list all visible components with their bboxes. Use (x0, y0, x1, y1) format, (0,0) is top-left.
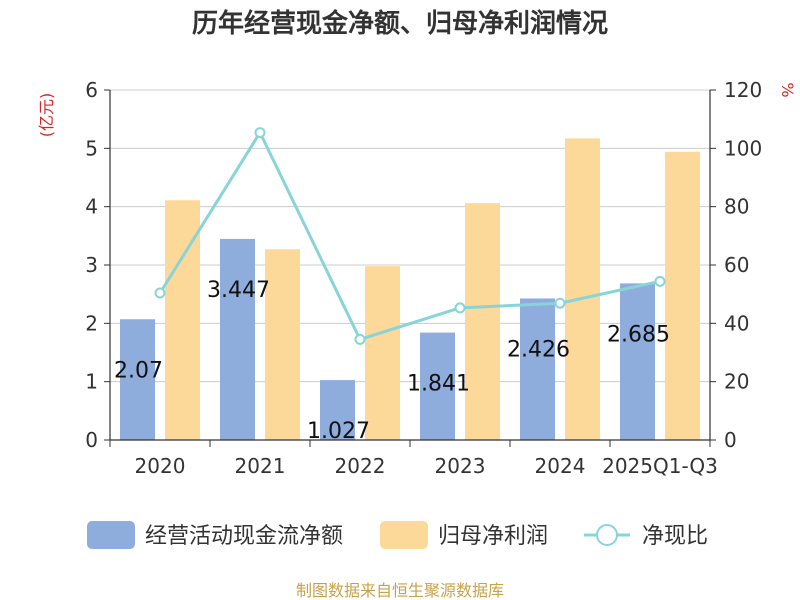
right-axis-tick-label: 20 (724, 370, 749, 394)
ratio-point (354, 333, 366, 345)
x-axis-tick-label: 2020 (135, 454, 186, 478)
ratio-point (454, 302, 466, 314)
left-axis-tick-label: 5 (85, 136, 98, 160)
right-axis-tick-label: 40 (724, 311, 749, 335)
right-axis-tick-label: 0 (724, 428, 737, 452)
source-note: 制图数据来自恒生聚源数据库 (296, 581, 504, 600)
bar-netprofit (365, 266, 400, 440)
ratio-point (554, 297, 566, 309)
legend: 经营活动现金流净额 归母净利润 净现比 (87, 521, 708, 549)
bar-cashflow (120, 319, 155, 440)
x-axis-tick-label: 2025Q1-Q3 (602, 454, 718, 478)
left-axis-tick-label: 4 (85, 195, 98, 219)
left-axis-tick-label: 0 (85, 428, 98, 452)
left-axis-tick-label: 6 (85, 78, 98, 102)
legend-swatch-netprofit (380, 521, 428, 549)
ratio-point (654, 275, 666, 287)
chart-title: 历年经营现金净额、归母净利润情况 (192, 8, 608, 39)
bar-cashflow (520, 298, 555, 440)
ratio-point (154, 287, 166, 299)
ratio-line-path (158, 129, 661, 342)
bar-netprofit (565, 138, 600, 440)
cashflow-data-label: 2.426 (507, 337, 570, 362)
bar-netprofit (265, 249, 300, 440)
left-axis-tick-label: 3 (85, 253, 98, 277)
bar-cashflow (420, 332, 455, 440)
bar-cashflow (320, 380, 355, 440)
cashflow-data-label: 1.841 (407, 372, 470, 397)
cashflow-data-label: 2.685 (607, 322, 670, 347)
ratio-point (254, 127, 266, 139)
x-axis-tick-label: 2024 (535, 454, 586, 478)
x-axis-tick-label: 2023 (435, 454, 486, 478)
legend-label: 经营活动现金流净额 (145, 524, 343, 549)
ratio-line (154, 127, 666, 345)
legend-label: 净现比 (642, 524, 708, 549)
right-axis-tick-label: 60 (724, 253, 749, 277)
cashflow-data-label: 2.07 (114, 358, 163, 383)
right-axis-tick-label: 120 (724, 78, 762, 102)
left-axis-tick-label: 1 (85, 370, 98, 394)
x-axis-tick-label: 2022 (335, 454, 386, 478)
right-axis-unit: % (778, 82, 797, 97)
bar-netprofit (665, 151, 700, 441)
left-axis-unit: (亿元) (37, 93, 56, 138)
bar-cashflow (220, 238, 255, 440)
gridlines (110, 89, 710, 383)
right-axis-tick-label: 80 (724, 195, 749, 219)
right-axis-tick-label: 100 (724, 136, 762, 160)
left-axis-tick-label: 2 (85, 311, 98, 335)
cashflow-data-label: 1.027 (307, 419, 370, 444)
legend-marker-ratio (596, 524, 618, 546)
legend-label: 归母净利润 (438, 524, 548, 549)
bar-netprofit (465, 203, 500, 440)
bar-cashflow (620, 283, 655, 440)
x-axis-tick-label: 2021 (235, 454, 286, 478)
data-labels: 2.07 3.447 1.027 1.841 2.426 2.685 (114, 278, 670, 444)
legend-swatch-cashflow (87, 521, 135, 549)
cashflow-data-label: 3.447 (207, 278, 270, 303)
